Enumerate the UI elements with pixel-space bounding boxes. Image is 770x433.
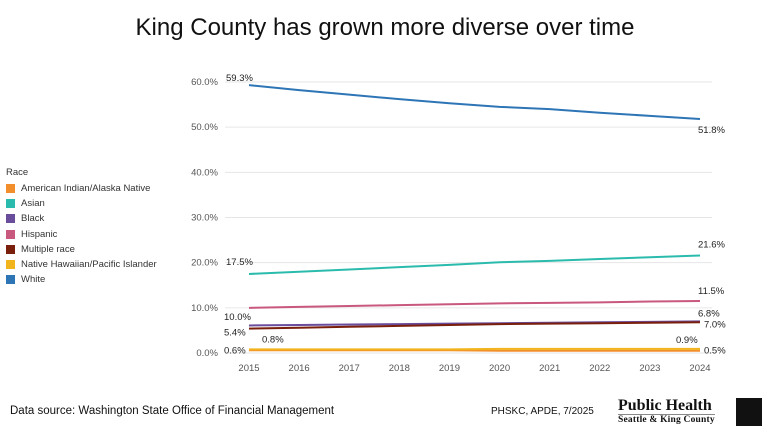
end-data-label: 6.8%: [698, 308, 720, 319]
end-data-label: 7.0%: [704, 319, 726, 330]
start-data-label: 17.5%: [226, 257, 253, 268]
x-tick-label: 2022: [589, 363, 610, 374]
legend: Race American Indian/Alaska Native Asian B…: [6, 167, 157, 287]
legend-label: Native Hawaiian/Pacific Islander: [21, 259, 157, 271]
end-data-label: 11.5%: [698, 286, 725, 297]
legend-item[interactable]: Native Hawaiian/Pacific Islander: [6, 257, 157, 272]
legend-swatch: [6, 199, 15, 209]
legend-item[interactable]: Black: [6, 211, 157, 226]
legend-label: White: [21, 274, 46, 286]
end-data-label: 0.5%: [704, 346, 726, 357]
y-tick-label: 0.0%: [196, 348, 218, 359]
end-data-label: 21.6%: [698, 239, 725, 250]
legend-item[interactable]: White: [6, 272, 157, 287]
x-tick-label: 2017: [339, 363, 360, 374]
series-line-white: [248, 84, 701, 121]
x-tick-label: 2023: [639, 363, 660, 374]
x-tick-label: 2021: [539, 363, 560, 374]
y-tick-label: 60.0%: [191, 77, 218, 88]
chart-title: King County has grown more diverse over …: [135, 14, 635, 41]
legend-title: Race: [6, 167, 29, 178]
series-line-multiple-race: [248, 321, 701, 330]
legend-label: Black: [21, 213, 45, 225]
x-tick-label: 2020: [489, 363, 510, 374]
start-data-label: 59.3%: [226, 73, 253, 84]
y-tick-label: 20.0%: [191, 258, 218, 269]
legend-item[interactable]: Multiple race: [6, 242, 157, 257]
y-tick-label: 40.0%: [191, 167, 218, 178]
legend-item[interactable]: Hispanic: [6, 227, 157, 242]
series-line-asian: [248, 254, 701, 275]
y-tick-label: 10.0%: [191, 303, 218, 314]
end-data-label: 0.9%: [676, 335, 698, 346]
series-line-hispanic: [248, 300, 701, 309]
x-tick-label: 2018: [389, 363, 410, 374]
x-tick-label: 2024: [689, 363, 710, 374]
legend-swatch: [6, 275, 15, 285]
legend-item[interactable]: American Indian/Alaska Native: [6, 181, 157, 196]
legend-label: American Indian/Alaska Native: [21, 183, 151, 195]
end-data-label: 51.8%: [698, 125, 725, 136]
legend-label: Multiple race: [21, 243, 75, 255]
x-tick-label: 2019: [439, 363, 460, 374]
public-health-logo: Public Health Seattle & King County: [618, 397, 715, 425]
x-tick-label: 2015: [238, 363, 259, 374]
legend-swatch: [6, 260, 15, 270]
start-data-label: 5.4%: [224, 328, 246, 339]
credit: PHSKC, APDE, 7/2025: [491, 406, 594, 417]
legend-label: Asian: [21, 198, 45, 210]
y-tick-label: 50.0%: [191, 122, 218, 133]
logo-face-icon: [736, 398, 762, 426]
y-tick-label: 30.0%: [191, 213, 218, 224]
legend-label: Hispanic: [21, 228, 58, 240]
start-data-label: 0.6%: [224, 345, 246, 356]
start-data-label: 0.8%: [262, 334, 284, 345]
legend-swatch: [6, 229, 15, 239]
legend-swatch: [6, 184, 15, 194]
legend-swatch: [6, 214, 15, 224]
legend-item[interactable]: Asian: [6, 196, 157, 211]
data-source: Data source: Washington State Office of …: [10, 405, 335, 417]
x-tick-label: 2016: [289, 363, 310, 374]
start-data-label: 10.0%: [224, 312, 251, 323]
legend-swatch: [6, 244, 15, 254]
